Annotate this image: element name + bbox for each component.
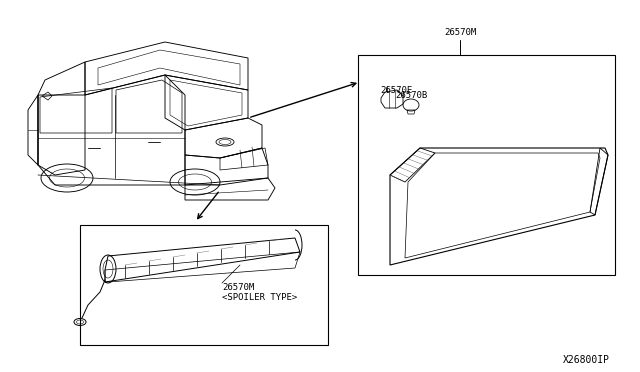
Text: 26570M: 26570M [444,28,476,37]
Text: <SPOILER TYPE>: <SPOILER TYPE> [222,293,297,302]
Text: X26800IP: X26800IP [563,355,610,365]
Bar [80,225,328,345]
Text: 26570E: 26570E [380,86,412,95]
Text: 26570M: 26570M [222,283,254,292]
Text: 26570B: 26570B [395,91,428,100]
Bar [358,55,615,275]
